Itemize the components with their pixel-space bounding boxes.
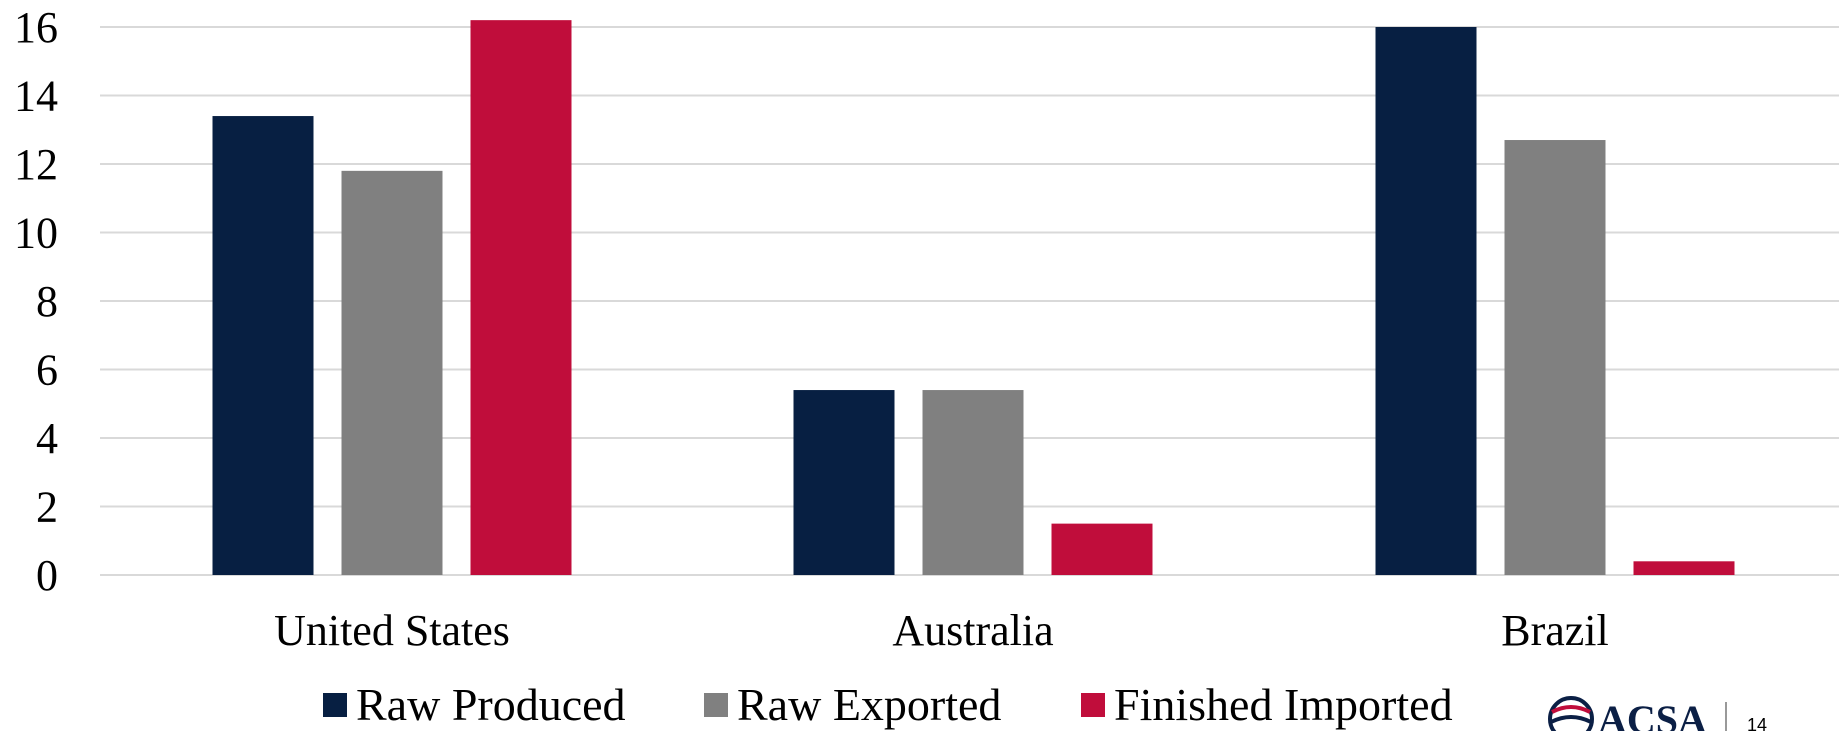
x-category-label: United States (274, 606, 510, 655)
bar-finished-imported-australia (1051, 523, 1153, 575)
y-tick-label: 12 (14, 140, 58, 189)
bar-raw-exported-australia (922, 390, 1024, 575)
bar-finished-imported-brazil (1633, 561, 1735, 575)
legend-swatch (323, 693, 347, 717)
y-tick-label: 8 (36, 277, 58, 326)
y-tick-label: 4 (36, 414, 58, 463)
acsa-logo: ACSA 14 (1548, 696, 1767, 731)
legend-label: Raw Exported (737, 679, 1001, 730)
legend-item: Finished Imported (1081, 679, 1453, 730)
legend-swatch (704, 693, 728, 717)
bar-raw-produced-united-states (212, 116, 314, 576)
legend-item: Raw Produced (323, 679, 626, 730)
legend-label: Raw Produced (356, 679, 626, 730)
legend-swatch (1081, 693, 1105, 717)
legend: Raw Produced Raw Exported Finished Importe… (323, 679, 1453, 730)
globe-icon (1548, 696, 1594, 731)
y-tick-label: 14 (14, 72, 58, 121)
bar-raw-produced-brazil (1375, 27, 1477, 575)
page-number: 14 (1747, 715, 1767, 731)
y-tick-label: 16 (14, 3, 58, 52)
bars (212, 20, 1735, 576)
y-tick-label: 10 (14, 209, 58, 258)
bar-finished-imported-united-states (470, 20, 572, 575)
legend-label: Finished Imported (1114, 679, 1453, 730)
y-tick-label: 6 (36, 346, 58, 395)
legend-item: Raw Exported (704, 679, 1001, 730)
logo-text: ACSA (1598, 697, 1707, 731)
y-tick-label: 0 (36, 551, 58, 600)
y-tick-label: 2 (36, 483, 58, 532)
x-category-label: Australia (892, 606, 1053, 655)
y-axis-tick-labels: 0 2 4 6 8 10 12 14 16 (14, 3, 58, 600)
x-category-label: Brazil (1501, 606, 1609, 655)
bar-raw-exported-united-states (341, 170, 443, 575)
bar-raw-produced-australia (793, 390, 895, 575)
x-axis-category-labels: United States Australia Brazil (274, 606, 1609, 655)
bar-raw-exported-brazil (1504, 140, 1606, 575)
